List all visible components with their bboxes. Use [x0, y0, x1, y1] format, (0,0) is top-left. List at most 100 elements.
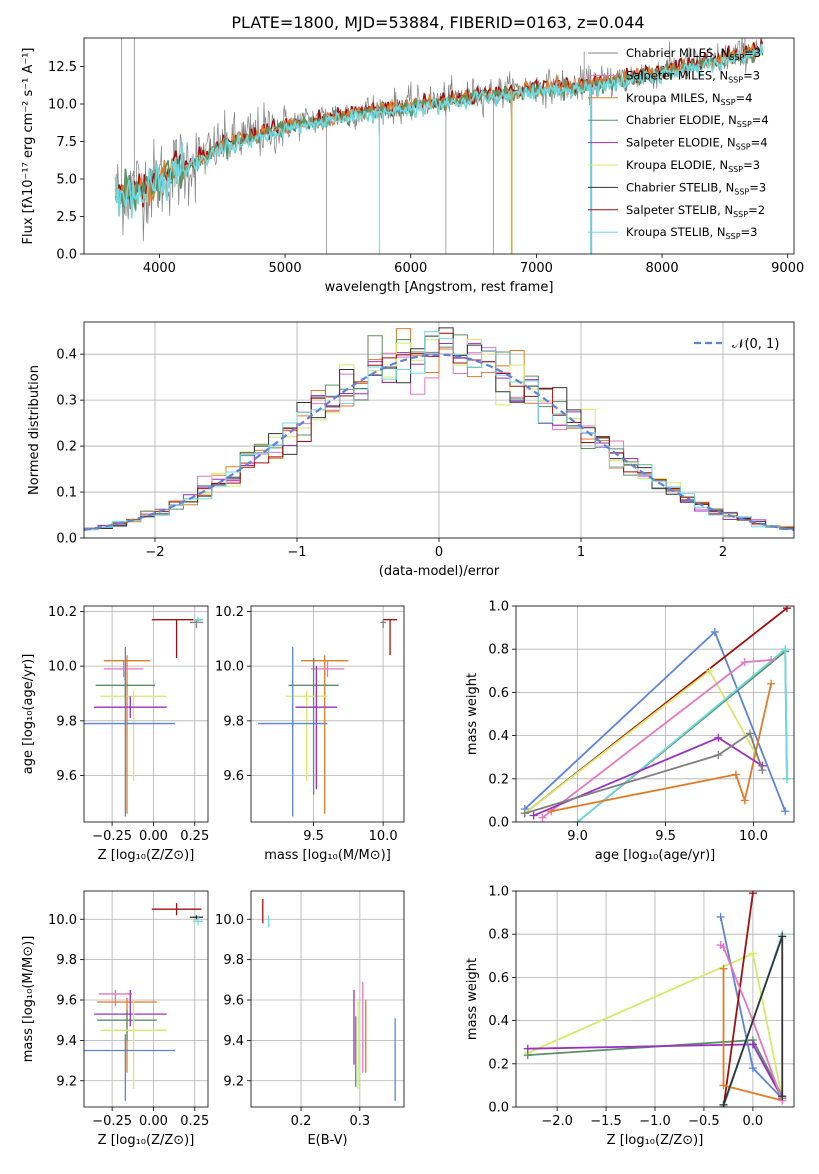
normal-curve [84, 353, 794, 532]
y-tick-label: 0.6 [488, 971, 509, 986]
y-tick-label: 9.8 [223, 714, 244, 729]
panel-mass-Z: −0.25 0.00 0.25 9.2 9.4 9.6 9.8 10.0 Z [log₁₀(Z/… [21, 890, 209, 1148]
x-axis-label: Z [log₁₀(Z/Z⊙)] [98, 1133, 195, 1148]
x-tick-label: 7000 [520, 261, 553, 276]
axes-frame [250, 890, 405, 1108]
legend-tail: =2 [748, 203, 765, 217]
y-tick-label: 9.4 [223, 1034, 244, 1049]
y-tick-label: 9.6 [223, 994, 244, 1009]
y-tick-label: 0.2 [488, 772, 509, 787]
x-axis-label: Z [log₁₀(Z/Z⊙)] [607, 1133, 704, 1148]
y-tick-label: 0.2 [488, 1057, 509, 1072]
histogram-orange [84, 328, 794, 531]
weight-line-pink [541, 659, 772, 819]
y-tick-label: 0.3 [56, 394, 77, 409]
y-tick-label: 0.8 [488, 928, 509, 943]
legend-tail: =3 [743, 158, 760, 172]
y-tick-label: 9.8 [56, 714, 77, 729]
x-axis-label: wavelength [Angstrom, rest frame] [325, 280, 554, 295]
legend-entry: Kroupa MILES, NSSP=4 [626, 91, 752, 107]
y-tick-label: 10.0 [215, 913, 244, 928]
axes-frame [83, 890, 209, 1108]
legend-tail: =3 [749, 180, 766, 194]
x-tick-label: 0.0 [743, 1114, 764, 1129]
legend-sub: SSP [737, 120, 752, 129]
plot-area [251, 891, 404, 1107]
x-tick-label: 9000 [771, 261, 804, 276]
x-tick-label: 0.2 [291, 1114, 312, 1129]
y-tick-label: 10.0 [48, 660, 77, 675]
legend-sub: SSP [728, 75, 743, 84]
x-tick-label: 0.25 [180, 1114, 209, 1129]
panel-spectrum: 4000 5000 6000 7000 8000 9000 0.0 2.5 5.0 7.5 10.0… [21, 37, 804, 295]
y-tick-label: 9.6 [223, 769, 244, 784]
plot-area [84, 606, 208, 822]
figure-title: PLATE=1800, MJD=53884, FIBERID=0163, z=0… [231, 13, 644, 32]
weight-line-orange [551, 683, 773, 813]
y-tick-label: 0.4 [56, 348, 77, 363]
x-tick-label: 5000 [269, 261, 302, 276]
y-axis-label: mass weight [465, 958, 480, 1040]
y-tick-label: 0.1 [56, 486, 77, 501]
legend-tail: =4 [752, 113, 769, 127]
plot-area [516, 891, 794, 1107]
y-tick-label: 9.6 [56, 994, 77, 1009]
y-tick-label: 7.5 [56, 135, 77, 150]
axes-frame [515, 605, 795, 823]
panel-weight-age: 9.0 9.5 10.0 0.0 0.2 0.4 0.6 0.8 1.0 age [log₁₀(a… [465, 600, 795, 863]
x-tick-label: −2.0 [541, 1114, 573, 1129]
panel-weight-Z: −2.0 −1.5 −1.0 −0.5 0.0 0.0 0.2 0.4 0.6 0.8 1.0 Z [… [465, 885, 795, 1148]
histogram-darkred [84, 332, 794, 530]
x-axis-label: Z [log₁₀(Z/Z⊙)] [98, 848, 195, 863]
y-tick-label: 10.0 [48, 913, 77, 928]
legend-sub: SSP [728, 165, 743, 174]
x-tick-label: 9.5 [303, 829, 324, 844]
x-tick-label: 0.3 [350, 1114, 371, 1129]
x-tick-label: 0.00 [139, 1114, 168, 1129]
x-tick-label: −0.25 [92, 829, 132, 844]
y-tick-label: 10.0 [48, 98, 77, 113]
x-tick-label: −1 [287, 545, 306, 560]
legend-entry: Chabrier ELODIE, NSSP=4 [626, 113, 769, 129]
y-tick-label: 9.4 [56, 1034, 77, 1049]
legend-tail: =3 [744, 46, 761, 60]
plot-area [251, 606, 404, 822]
legend-entry: Salpeter STELIB, NSSP=2 [626, 203, 765, 219]
x-tick-label: 1 [577, 545, 585, 560]
plot-area [516, 606, 794, 822]
legend-entry: Chabrier MILES, NSSP=3 [626, 46, 761, 62]
x-tick-label: −2 [145, 545, 164, 560]
weight-line-gray [524, 732, 764, 815]
x-tick-label: 10.0 [369, 829, 398, 844]
y-tick-label: 0.0 [488, 1101, 509, 1116]
y-axis-label: Flux [fλ10⁻¹⁷ erg cm⁻² s⁻¹ A⁻¹] [21, 48, 36, 245]
y-tick-label: 0.2 [56, 440, 77, 455]
weight-line-pink [720, 944, 784, 1101]
y-tick-label: 0.0 [488, 816, 509, 831]
y-tick-label: 0.0 [56, 248, 77, 263]
legend-tail: =4 [736, 91, 753, 105]
y-tick-label: 9.8 [223, 953, 244, 968]
plot-area [114, 38, 764, 254]
x-tick-label: 6000 [394, 261, 427, 276]
legend-entry: Kroupa ELODIE, NSSP=3 [626, 158, 760, 174]
axes-frame [83, 605, 209, 823]
legend-sub: SSP [721, 98, 736, 107]
x-tick-label: −1.0 [639, 1114, 671, 1129]
axes-frame [83, 321, 795, 539]
y-tick-label: 0.8 [488, 643, 509, 658]
x-axis-label: E(B-V) [307, 1133, 347, 1148]
x-tick-label: 8000 [646, 261, 679, 276]
legend-tail: =3 [743, 68, 760, 82]
plot-area [84, 322, 794, 538]
y-tick-label: 2.5 [56, 210, 77, 225]
x-axis-label: age [log₁₀(age/yr)] [595, 848, 716, 863]
y-tick-label: 9.2 [56, 1074, 77, 1089]
x-tick-label: −0.25 [92, 1114, 132, 1129]
y-tick-label: 12.5 [48, 60, 77, 75]
y-tick-label: 0.0 [56, 532, 77, 547]
x-tick-label: −0.5 [688, 1114, 720, 1129]
x-axis-label: (data-model)/error [379, 564, 500, 579]
panel-residuals: −2 −1 0 1 2 0.0 0.1 0.2 0.3 0.4 (data-model)/error… [27, 321, 795, 579]
